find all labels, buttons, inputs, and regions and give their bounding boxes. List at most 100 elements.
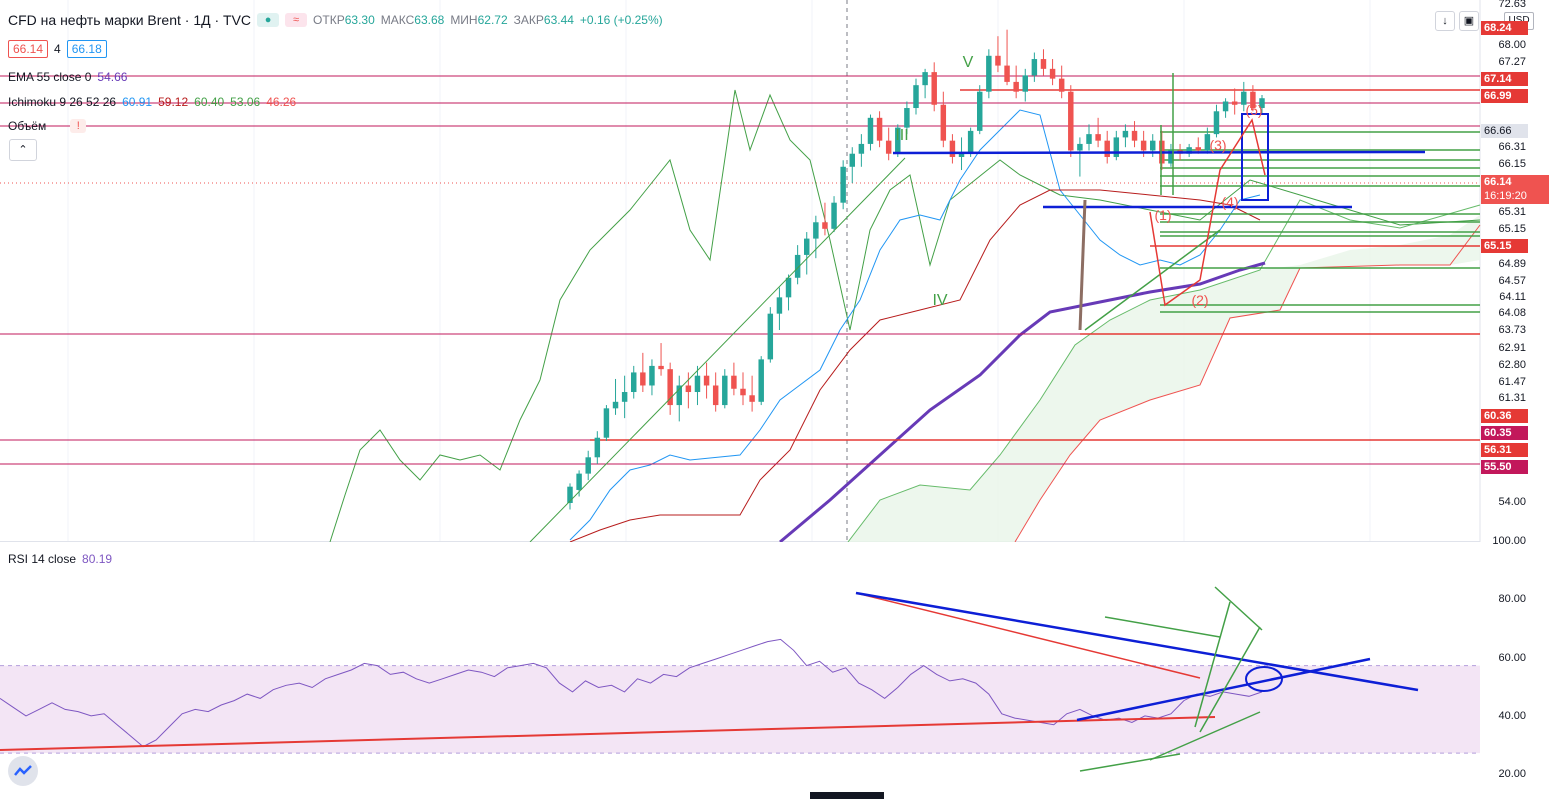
delay-icon: ≈ bbox=[285, 13, 308, 27]
candle-body bbox=[1241, 91, 1247, 105]
candle bbox=[685, 372, 692, 409]
price-tag-red: 67.14 bbox=[1481, 72, 1528, 86]
candle bbox=[885, 127, 892, 161]
volume-legend[interactable]: Объём ! bbox=[8, 119, 87, 133]
volume-warning-icon[interactable]: ! bbox=[70, 119, 87, 133]
ohlc-close-label: ЗАКР bbox=[513, 13, 544, 27]
candle bbox=[722, 369, 728, 409]
price-axis-label: 62.91 bbox=[1498, 342, 1526, 354]
download-icon[interactable]: ↓ bbox=[1435, 11, 1455, 31]
candle bbox=[1131, 121, 1138, 148]
ichimoku-legend[interactable]: Ichimoku 9 26 52 26 60.91 59.12 60.40 53… bbox=[8, 95, 296, 109]
price-tag-red: 55.50 bbox=[1481, 460, 1528, 474]
ichimoku-label: Ichimoku 9 26 52 26 bbox=[8, 95, 117, 109]
rsi-green-fan bbox=[1104, 616, 1221, 638]
lagging-span bbox=[329, 89, 1481, 542]
candle-body bbox=[958, 153, 965, 157]
candle-body bbox=[840, 166, 846, 203]
rsi-green-fan bbox=[1194, 601, 1231, 728]
candle bbox=[1022, 68, 1028, 102]
price-tag-red: 66.99 bbox=[1481, 89, 1528, 103]
candle-body bbox=[831, 202, 837, 229]
tradingview-logo-icon[interactable] bbox=[8, 756, 38, 786]
user-drawings bbox=[529, 73, 1426, 542]
candle bbox=[986, 49, 992, 99]
candle-body bbox=[785, 277, 792, 298]
candle bbox=[1113, 130, 1120, 161]
candle bbox=[767, 307, 774, 363]
candle-body bbox=[986, 55, 992, 92]
candle-body bbox=[885, 140, 892, 154]
candle bbox=[1186, 143, 1192, 157]
candle-body bbox=[1013, 81, 1019, 92]
candle bbox=[1049, 59, 1056, 86]
candle-body bbox=[621, 392, 628, 402]
candle-body bbox=[1022, 75, 1028, 92]
camera-icon[interactable]: ▣ bbox=[1459, 11, 1479, 31]
wave-labels: III IV V (1) (2) (3) (4) (5) bbox=[895, 54, 1262, 309]
candle-body bbox=[949, 140, 956, 157]
current-price-value: 66.14 bbox=[1484, 176, 1512, 188]
bid-ask-row: 66.14 4 66.18 bbox=[8, 40, 107, 58]
wave-channel bbox=[1084, 229, 1221, 331]
candle bbox=[904, 101, 910, 135]
candle bbox=[1259, 94, 1265, 115]
price-axis-label: 62.80 bbox=[1498, 359, 1526, 371]
price-chart[interactable]: III IV V (1) (2) (3) (4) (5) bbox=[0, 0, 1556, 542]
price-axis-label: 65.31 bbox=[1498, 206, 1526, 218]
rsi-polyline bbox=[0, 638, 1263, 748]
crosshair-time-marker bbox=[810, 792, 884, 799]
candle-body bbox=[904, 108, 910, 128]
price-axis-label: 64.89 bbox=[1498, 258, 1526, 270]
symbol-title[interactable]: CFD на нефть марки Brent · 1Д · TVC bbox=[8, 12, 252, 28]
candle-body bbox=[1150, 140, 1156, 151]
candle-body bbox=[658, 365, 664, 370]
lead-b-line bbox=[1014, 224, 1481, 542]
wave-label-sub: (4) bbox=[1221, 194, 1238, 210]
candle-body bbox=[567, 486, 573, 503]
candle bbox=[977, 85, 983, 135]
wave-label-main: V bbox=[963, 54, 974, 71]
rsi-chart[interactable] bbox=[0, 542, 1556, 799]
market-open-icon: ● bbox=[257, 13, 280, 27]
spread-value: 4 bbox=[54, 42, 61, 56]
indicator-lines bbox=[329, 89, 1481, 542]
rsi-axis-label: 100.00 bbox=[1492, 535, 1526, 547]
rsi-axis-label: 80.00 bbox=[1498, 593, 1526, 605]
candle-body bbox=[585, 457, 591, 474]
candle-body bbox=[1222, 101, 1229, 112]
candle-body bbox=[931, 72, 937, 105]
price-axis-label: 61.47 bbox=[1498, 376, 1526, 388]
candle bbox=[840, 160, 846, 210]
candle-body bbox=[1040, 59, 1047, 69]
rsi-green-fan bbox=[1214, 586, 1263, 631]
trend-line bbox=[529, 157, 906, 542]
price-tag-red: 60.36 bbox=[1481, 409, 1528, 423]
collapse-legend-button[interactable]: ⌃ bbox=[9, 139, 37, 161]
candle-body bbox=[612, 401, 619, 409]
candle bbox=[949, 134, 956, 164]
wave-label-main: III bbox=[895, 127, 908, 144]
candle bbox=[676, 375, 682, 422]
rsi-green-fan bbox=[1149, 711, 1261, 761]
candle-body bbox=[1140, 140, 1147, 151]
candle-body bbox=[722, 375, 728, 406]
ichimoku-lead-b: 46.26 bbox=[266, 95, 297, 109]
rsi-axis-label: 40.00 bbox=[1498, 710, 1526, 722]
candle bbox=[1204, 127, 1211, 154]
candle-body bbox=[1259, 98, 1265, 109]
candle-body bbox=[1031, 59, 1038, 76]
ask-button[interactable]: 66.18 bbox=[66, 40, 107, 58]
ohlc-close-value: 63.44 bbox=[543, 13, 574, 27]
candle-body bbox=[594, 437, 601, 458]
candle-body bbox=[1250, 91, 1256, 109]
rsi-legend[interactable]: RSI 14 close 80.19 bbox=[8, 552, 112, 566]
volume-label: Объём bbox=[8, 119, 47, 133]
ema-legend[interactable]: EMA 55 close 0 54.66 bbox=[8, 70, 127, 84]
candle bbox=[1241, 81, 1247, 112]
candle-body bbox=[895, 127, 901, 154]
rsi-band-fill bbox=[0, 665, 1480, 754]
rsi-circle bbox=[1245, 666, 1283, 692]
bid-button[interactable]: 66.14 bbox=[8, 40, 49, 58]
candle-body bbox=[1058, 78, 1065, 92]
